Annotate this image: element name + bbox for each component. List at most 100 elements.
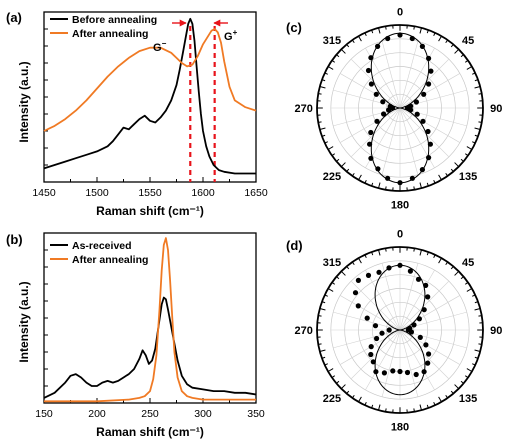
- polar-point-d-0: [397, 262, 403, 268]
- polar-angle-label-d-180: 180: [391, 421, 409, 433]
- x-tick-label-a-1450: 1450: [32, 187, 56, 199]
- polar-grid-spoke-d: [339, 295, 401, 331]
- polar-tick-d: [454, 270, 460, 276]
- polar-point-c-140: [427, 141, 433, 147]
- ylabel-b: Intensity (a.u.): [17, 281, 31, 362]
- polar-point-c-310: [368, 81, 374, 87]
- plot-area-a: 1450 1500 1550 1600 1650 G− G+ Before anneal…: [32, 11, 268, 199]
- polar-grid-spoke-c: [399, 107, 450, 158]
- y-ticks-b: [44, 249, 48, 387]
- polar-grid-spoke-c: [339, 73, 401, 109]
- polar-angle-label-d-45: 45: [462, 257, 474, 269]
- polar-point-c-330: [368, 55, 374, 61]
- polar-tick-c: [419, 27, 422, 34]
- polar-tick-d: [460, 276, 464, 280]
- polar-angle-label-d-90: 90: [490, 325, 502, 337]
- polar-tick-d: [331, 281, 336, 285]
- polar-tick-d: [340, 270, 346, 276]
- polar-point-c-10: [409, 35, 415, 42]
- polar-tick-d: [351, 394, 355, 399]
- panel-a: (a) Intensity (a.u.) 1450 1500 1550 1600 165…: [6, 10, 268, 218]
- polar-grid-spoke-d: [399, 329, 435, 391]
- polar-angle-label-c-270: 270: [295, 103, 313, 115]
- polar-point-d-20: [415, 276, 422, 282]
- polar-tick-c: [445, 39, 449, 44]
- panel-c: (c) 0 45 90 135 180 225 270 315: [286, 7, 502, 212]
- x-tick-label-b-250: 250: [141, 408, 159, 420]
- polar-tick-d: [319, 308, 326, 311]
- polar-point-d-170: [404, 369, 411, 376]
- polar-tick-d: [426, 404, 429, 409]
- polar-tick-c: [474, 86, 481, 89]
- polar-tick-d: [351, 261, 355, 266]
- polar-point-c-250: [381, 111, 387, 117]
- polar-grid-spoke-d: [399, 329, 419, 397]
- polar-tick-d: [321, 356, 326, 359]
- x-tick-label-a-1600: 1600: [191, 187, 215, 199]
- polar-tick-d: [336, 276, 340, 280]
- polar-tick-c: [413, 26, 415, 30]
- legend-label-after: After annealing: [72, 28, 148, 40]
- polar-point-d-310: [352, 290, 359, 296]
- polar-tick-d: [466, 288, 473, 292]
- polar-tick-d: [324, 363, 328, 366]
- polar-point-c-40: [428, 68, 434, 74]
- x-tick-label-a-1500: 1500: [85, 187, 109, 199]
- polar-grid-spoke-d: [333, 311, 401, 331]
- polar-tick-d: [346, 390, 350, 394]
- polar-angle-label-c-135: 135: [459, 171, 477, 183]
- legend-b: As-received After annealing: [50, 240, 148, 266]
- polar-tick-d: [433, 402, 436, 406]
- polar-tick-d: [450, 390, 454, 394]
- polar-point-d-300: [355, 303, 361, 309]
- polar-tick-d: [385, 248, 387, 252]
- annotation-g-minus: G−: [153, 39, 167, 54]
- polar-tick-d: [466, 368, 473, 372]
- polar-point-c-180: [397, 180, 403, 186]
- polar-tick-c: [464, 59, 469, 63]
- polar-tick-d: [319, 349, 326, 352]
- polar-point-d-260: [379, 330, 385, 336]
- polar-tick-d: [364, 254, 367, 258]
- polar-tick-d: [413, 408, 415, 412]
- series-line-b-after-annealing: [44, 237, 256, 403]
- polar-tick-d: [371, 404, 374, 409]
- polar-tick-c: [318, 93, 322, 95]
- polar-point-c-190: [385, 175, 391, 181]
- polar-point-d-250: [374, 335, 380, 342]
- polar-tick-d: [454, 384, 460, 390]
- polar-tick-d: [340, 384, 346, 390]
- polar-tick-c: [324, 72, 328, 75]
- polar-point-d-340: [376, 269, 382, 275]
- plot-area-b: 150 200 250 300 350 As-received After anneal…: [35, 232, 265, 420]
- polar-grid-spoke-c: [399, 73, 461, 109]
- polar-tick-c: [331, 153, 336, 157]
- polar-point-d-120: [423, 342, 429, 348]
- polar-tick-d: [378, 404, 381, 411]
- polar-tick-c: [351, 172, 355, 177]
- polar-tick-c: [364, 180, 367, 184]
- polar-tick-d: [464, 375, 469, 379]
- polar-point-c-60: [421, 91, 427, 97]
- polar-angle-label-d-225: 225: [323, 393, 341, 405]
- polar-tick-c: [321, 79, 326, 82]
- x-ticks-a: 1450 1500 1550 1600 1650: [32, 177, 268, 199]
- polar-point-d-130: [426, 351, 432, 357]
- polar-point-d-150: [421, 369, 427, 375]
- panel-label-b: (b): [6, 232, 23, 247]
- polar-tick-c: [327, 66, 334, 70]
- polar-angle-label-d-270: 270: [295, 325, 313, 337]
- panel-label-c: (c): [286, 20, 302, 35]
- polar-tick-c: [340, 162, 346, 168]
- series-line-a-before-annealing: [43, 17, 256, 175]
- polar-point-c-0: [397, 32, 403, 38]
- polar-tick-d: [336, 380, 340, 384]
- polar-point-d-350: [386, 265, 392, 271]
- series-group-b: [43, 237, 257, 403]
- polar-tick-c: [474, 134, 479, 137]
- polar-plot-c: 0 45 90 135 180 225 270 315: [295, 7, 503, 212]
- panel-label-a: (a): [6, 10, 22, 25]
- polar-tick-c: [327, 146, 334, 150]
- polar-tick-c: [346, 168, 350, 172]
- polar-tick-d: [413, 248, 415, 252]
